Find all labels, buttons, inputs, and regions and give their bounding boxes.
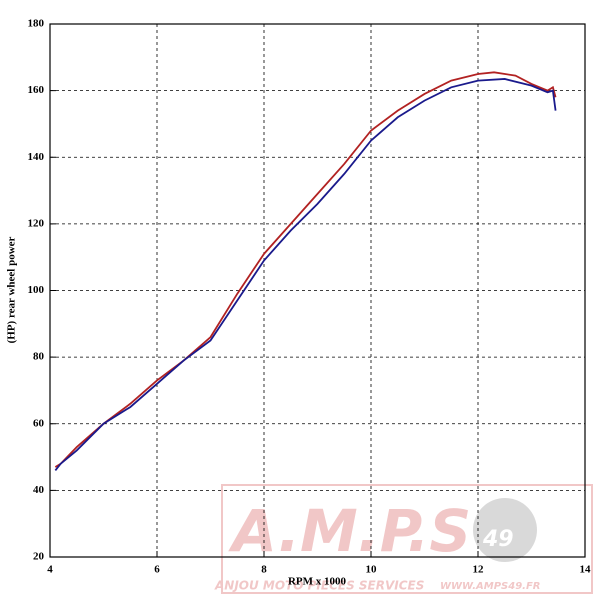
watermark-tagline: ANJOU MOTO PIECES SERVICES	[214, 579, 424, 593]
x-tick-label: 4	[47, 564, 53, 576]
watermark: A.M.P.S 49 ANJOU MOTO PIECES SERVICES WW…	[214, 484, 593, 594]
watermark-logo: A.M.P.S	[228, 497, 471, 565]
y-tick-label: 140	[28, 151, 45, 163]
y-tick-label: 20	[33, 551, 45, 563]
x-axis-label: RPM x 1000	[288, 576, 347, 588]
watermark-number: 49	[482, 527, 514, 552]
y-tick-label: 180	[28, 18, 45, 30]
x-tick-label: 14	[580, 564, 592, 576]
watermark-frame	[221, 484, 593, 594]
x-tick-label: 6	[154, 564, 160, 576]
y-tick-label: 40	[33, 484, 45, 496]
watermark-url: WWW.AMPS49.FR	[440, 581, 541, 592]
y-tick-label: 160	[28, 84, 45, 96]
x-tick-label: 10	[366, 564, 378, 576]
y-tick-label: 60	[33, 417, 45, 429]
y-axis-label: (HP) rear wheel power	[6, 236, 18, 343]
series-line	[54, 78, 557, 471]
watermark-icon	[473, 498, 537, 562]
y-tick-label: 80	[33, 351, 45, 363]
y-tick-label: 100	[28, 284, 45, 296]
series-line	[54, 71, 557, 468]
y-tick-label: 120	[28, 217, 45, 229]
x-tick-label: 8	[261, 564, 267, 576]
x-tick-label: 12	[473, 564, 485, 576]
